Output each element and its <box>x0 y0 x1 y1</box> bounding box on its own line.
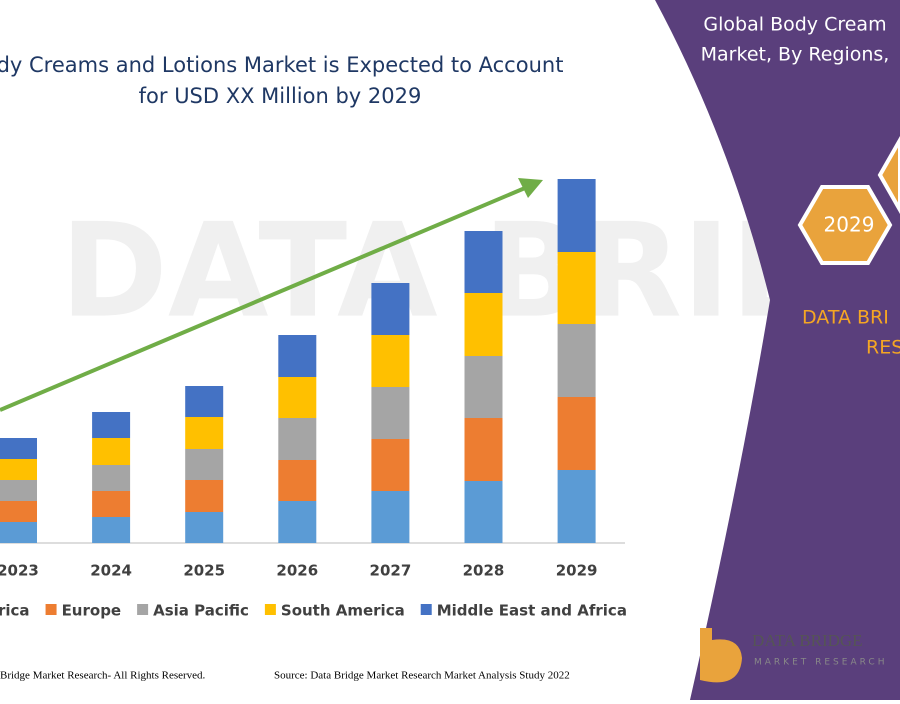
legend-label: South America <box>281 602 405 620</box>
logo-name: DATA BRIDGE <box>752 631 863 650</box>
x-tick-label: 2028 <box>463 562 505 580</box>
logo-mark <box>700 628 742 683</box>
bar-segment <box>464 481 503 543</box>
bar-segment <box>92 465 131 491</box>
bar-segment <box>92 412 131 438</box>
bar-segment <box>185 449 224 480</box>
bar-segment <box>278 335 317 377</box>
chart-title: dy Creams and Lotions Market is Expected… <box>0 53 563 77</box>
chart-title: for USD XX Million by 2029 <box>139 84 422 108</box>
panel-title: Market, By Regions, <box>701 44 890 66</box>
bar-segment <box>185 480 224 512</box>
bar-segment <box>0 522 37 543</box>
bar-segment <box>278 418 317 460</box>
bar-segment <box>278 377 317 418</box>
bar-segment <box>92 438 131 465</box>
bar-segment <box>464 356 503 418</box>
bar-segment <box>464 231 503 293</box>
bar-segment <box>371 439 410 491</box>
bar-segment <box>371 387 410 439</box>
hexagon <box>877 135 900 215</box>
bar-segment <box>464 293 503 356</box>
source: Source: Data Bridge Market Research Mark… <box>274 670 570 682</box>
panel-brand: DATA BRI <box>802 307 889 329</box>
x-tick-label: 2024 <box>90 562 132 580</box>
bar-segment <box>0 480 37 501</box>
legend-label: Middle East and Africa <box>437 602 627 620</box>
hexagon-label: 2029 <box>824 213 875 237</box>
bar-segment <box>0 438 37 459</box>
bar-segment <box>371 491 410 543</box>
bar-segment <box>278 460 317 501</box>
bar-segment <box>371 335 410 387</box>
logo-tagline: MARKET RESEARCH <box>754 658 887 668</box>
bar-segment <box>464 418 503 481</box>
x-tick-label: 2026 <box>276 562 318 580</box>
x-tick-label: 2023 <box>0 562 39 580</box>
legend-label: rica <box>0 602 30 620</box>
bar-segment <box>0 459 37 480</box>
legend-swatch <box>137 604 149 615</box>
bar-segment <box>557 324 596 397</box>
trend-arrow <box>0 186 526 412</box>
bar-segment <box>557 470 596 543</box>
bar-segment <box>92 517 131 543</box>
x-tick-label: 2029 <box>556 562 598 580</box>
panel-brand: RES <box>866 337 900 359</box>
bar-segment <box>185 512 224 543</box>
x-tick-label: 2025 <box>183 562 225 580</box>
legend-swatch <box>420 604 432 615</box>
x-tick-label: 2027 <box>370 562 412 580</box>
bar-segment <box>185 417 224 449</box>
panel-title: Global Body Cream <box>703 14 886 36</box>
bar-segment <box>92 491 131 517</box>
bar-segment <box>185 386 224 417</box>
bar-segment <box>557 252 596 324</box>
legend-swatch <box>264 604 276 615</box>
hexagon <box>797 185 893 265</box>
bar-segment <box>0 501 37 522</box>
legend-label: Asia Pacific <box>153 602 249 620</box>
legend-label: Europe <box>62 602 122 620</box>
copyright: Bridge Market Research- All Rights Reser… <box>0 670 206 682</box>
bar-segment <box>557 397 596 470</box>
bar-segment <box>557 179 596 252</box>
side-panel <box>655 0 900 700</box>
bar-segment <box>371 283 410 335</box>
trend-arrowhead <box>518 178 543 198</box>
legend-swatch <box>45 604 57 615</box>
bar-segment <box>278 501 317 543</box>
